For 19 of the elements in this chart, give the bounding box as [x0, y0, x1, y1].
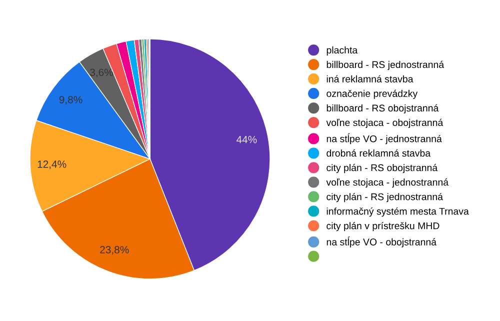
legend-label: voľne stojaca - obojstranná: [326, 118, 444, 128]
legend-label: city plán - RS jednostranná: [326, 192, 443, 202]
legend-label: označenie prevádzky: [326, 90, 418, 99]
data-label: 44%: [236, 136, 257, 144]
legend-label: plachta: [326, 46, 358, 56]
legend-label: drobná reklamná stavba: [326, 149, 431, 157]
legend-label: city plán v prístrešku MHD: [326, 222, 440, 232]
data-label: 23,8%: [100, 246, 129, 255]
legend-label: voľne stojaca - jednostranná: [326, 178, 449, 188]
legend-label: billboard - RS jednostranná: [326, 60, 444, 70]
legend-label: na stĺpe VO - obojstranná: [326, 236, 436, 248]
legend-label: na stĺpe VO - jednostranná: [326, 133, 442, 144]
data-label: 12,4%: [38, 160, 66, 170]
legend-label: iná reklamná stavba: [326, 75, 414, 82]
legend-label: informačný systém mesta Trnava: [326, 207, 469, 217]
legend-label: city plán - RS obojstranná: [326, 164, 438, 174]
data-label: 9,8%: [59, 96, 82, 105]
data-label: 3,6%: [90, 68, 114, 78]
legend-label: billboard - RS obojstranná: [326, 104, 439, 114]
